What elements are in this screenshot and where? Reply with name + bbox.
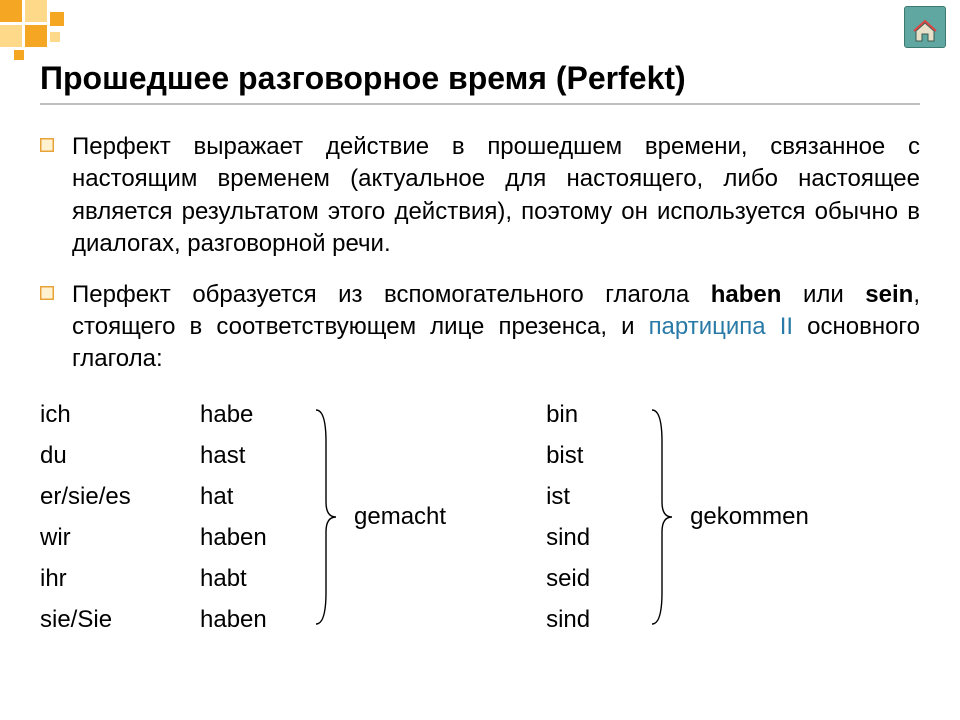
sein-column: bin bist ist sind seid sind	[546, 401, 616, 634]
pronoun-cell: ich	[40, 401, 170, 429]
pronoun-cell: wir	[40, 524, 170, 552]
home-button[interactable]	[904, 6, 946, 48]
partizip-sein: gekommen	[676, 503, 849, 531]
brace-icon	[310, 402, 340, 632]
text-bold: sein	[865, 281, 913, 308]
haben-column: habe hast hat haben habt haben	[200, 401, 280, 634]
text-run: или	[781, 281, 865, 308]
slide-title: Прошедшее разговорное время (Perfekt)	[40, 60, 920, 105]
aux-cell: habe	[200, 401, 280, 429]
brace-haben: gemacht	[310, 402, 486, 632]
pronoun-cell: ihr	[40, 565, 170, 593]
aux-cell: hast	[200, 442, 280, 470]
brace-icon	[646, 402, 676, 632]
aux-cell: hat	[200, 483, 280, 511]
aux-cell: bin	[546, 401, 616, 429]
pronoun-cell: sie/Sie	[40, 606, 170, 634]
bullet-icon	[40, 138, 54, 152]
aux-cell: sind	[546, 524, 616, 552]
pronoun-column: ich du er/sie/es wir ihr sie/Sie	[40, 401, 170, 634]
aux-cell: haben	[200, 524, 280, 552]
bullet-icon	[40, 286, 54, 300]
aux-cell: bist	[546, 442, 616, 470]
pronoun-cell: er/sie/es	[40, 483, 170, 511]
brace-sein: gekommen	[646, 402, 849, 632]
aux-cell: seid	[546, 565, 616, 593]
conjugation-area: ich du er/sie/es wir ihr sie/Sie habe ha…	[40, 401, 920, 634]
home-icon	[912, 17, 938, 43]
bullet-item: Перфект образуется из вспомогательного г…	[40, 279, 920, 376]
aux-cell: sind	[546, 606, 616, 634]
bullet-item: Перфект выражает действие в прошедшем вр…	[40, 131, 920, 261]
aux-cell: habt	[200, 565, 280, 593]
partizip-link[interactable]: партиципа II	[649, 313, 793, 340]
bullet-text: Перфект выражает действие в прошедшем вр…	[72, 131, 920, 261]
text-run: Перфект образуется из вспомогательного г…	[72, 281, 711, 308]
text-bold: haben	[711, 281, 782, 308]
bullet-text: Перфект образуется из вспомогательного г…	[72, 279, 920, 376]
aux-cell: haben	[200, 606, 280, 634]
slide-content: Прошедшее разговорное время (Perfekt) Пе…	[0, 0, 960, 634]
partizip-haben: gemacht	[340, 503, 486, 531]
aux-cell: ist	[546, 483, 616, 511]
pronoun-cell: du	[40, 442, 170, 470]
